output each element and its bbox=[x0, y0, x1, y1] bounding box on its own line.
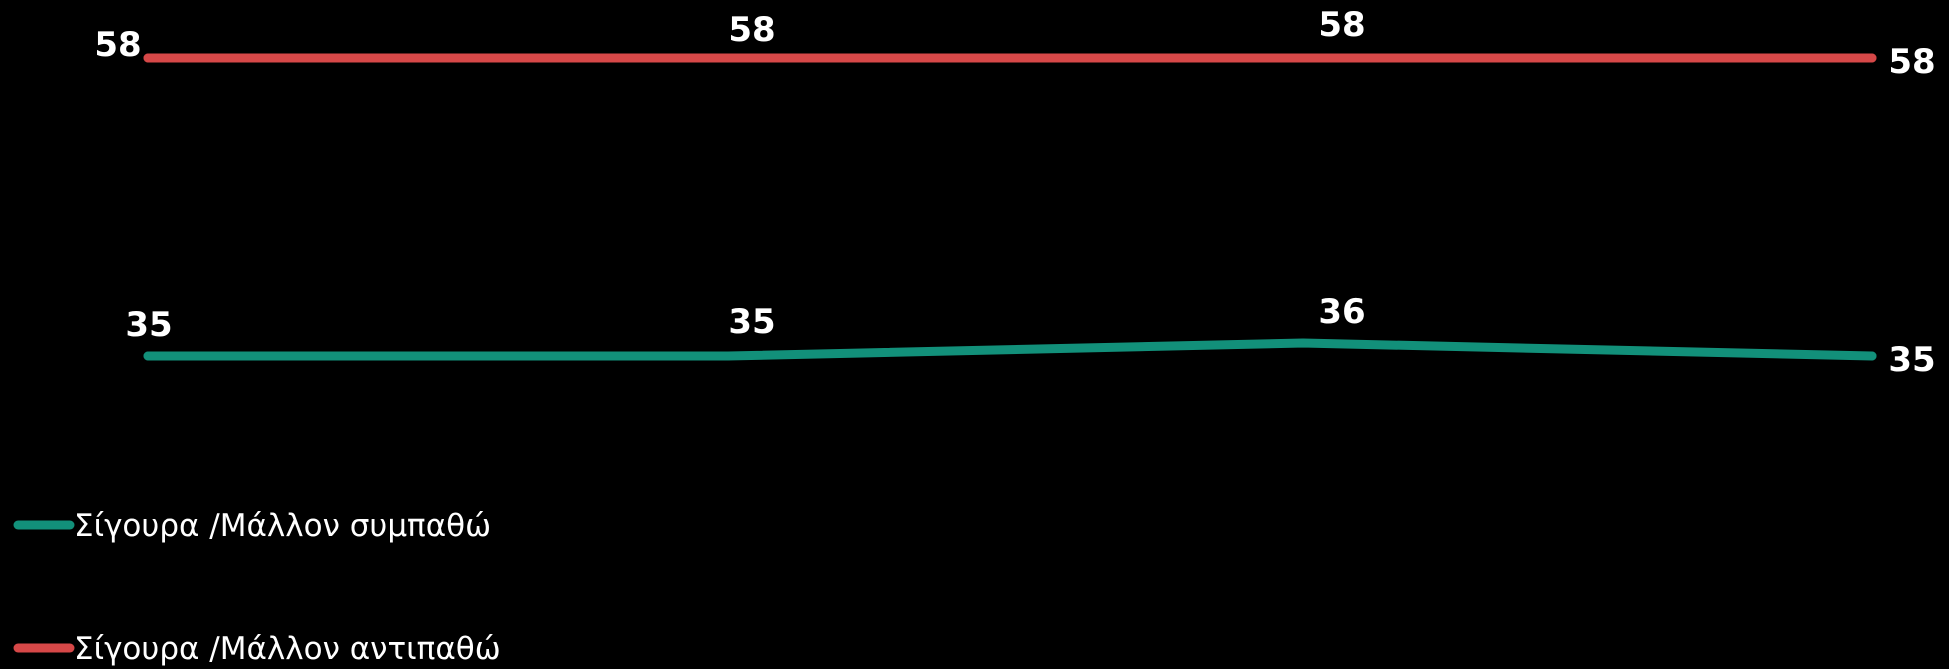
legend-label-dislike: Σίγουρα /Μάλλον αντιπαθώ bbox=[74, 631, 501, 667]
series-line-like bbox=[143, 338, 1877, 361]
data-point-like-4 bbox=[1867, 351, 1877, 361]
data-point-dislike-2 bbox=[723, 53, 733, 63]
data-label-like-4: 35 bbox=[1888, 340, 1935, 380]
data-label-like-2: 35 bbox=[728, 302, 775, 342]
data-label-dislike-1: 58 bbox=[94, 25, 141, 65]
legend-label-like: Σίγουρα /Μάλλον συμπαθώ bbox=[74, 508, 491, 544]
legend: Σίγουρα /Μάλλον συμπαθώ Σίγουρα /Μάλλον … bbox=[13, 508, 501, 667]
series-layer bbox=[143, 53, 1877, 361]
data-point-like-1 bbox=[143, 351, 153, 361]
data-label-like-1: 35 bbox=[125, 305, 172, 345]
data-label-like-3: 36 bbox=[1318, 292, 1365, 332]
data-label-dislike-2: 58 bbox=[728, 10, 775, 50]
data-label-layer: 58 58 58 58 35 35 36 35 bbox=[94, 5, 1935, 380]
data-point-like-2 bbox=[723, 351, 733, 361]
data-label-dislike-3: 58 bbox=[1318, 5, 1365, 45]
data-point-dislike-3 bbox=[1298, 53, 1308, 63]
legend-item-dislike: Σίγουρα /Μάλλον αντιπαθώ bbox=[13, 631, 501, 667]
data-label-dislike-4: 58 bbox=[1888, 42, 1935, 82]
legend-item-like: Σίγουρα /Μάλλον συμπαθώ bbox=[13, 508, 491, 544]
data-point-like-3 bbox=[1298, 338, 1308, 348]
data-point-dislike-1 bbox=[143, 53, 153, 63]
data-point-dislike-4 bbox=[1867, 53, 1877, 63]
